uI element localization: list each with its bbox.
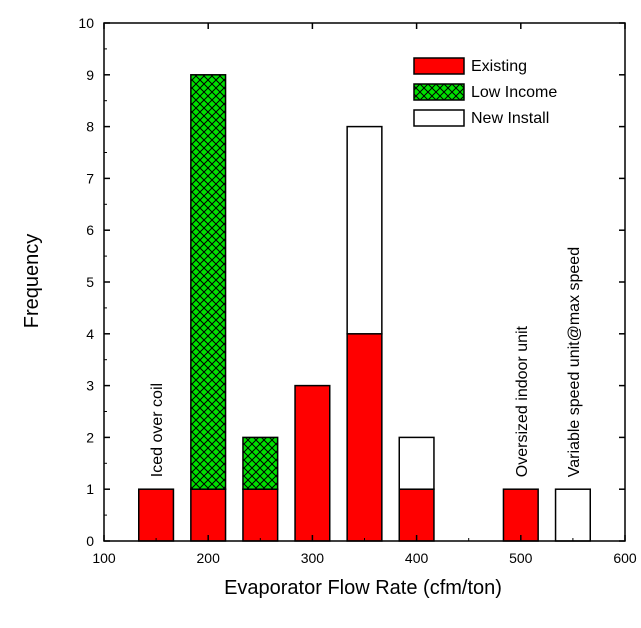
- x-tick-label: 300: [301, 550, 325, 566]
- y-tick-label: 0: [86, 533, 94, 549]
- x-tick-label: 500: [509, 550, 533, 566]
- annotation-iced-over-coil: Iced over coil: [149, 383, 166, 477]
- y-axis-label: Frequency: [21, 234, 43, 329]
- y-tick-label: 6: [86, 222, 94, 238]
- axes-layer: 100 200 300 400 500 600 0 1 2 3 4 5 6 7 8 9 10: [78, 15, 636, 566]
- bar-low-income-200: [190, 74, 227, 490]
- legend-swatch-existing: [413, 57, 465, 75]
- bar-existing-150: [138, 488, 175, 542]
- legend-label-low-income: Low Income: [471, 84, 557, 101]
- x-tick-label: 400: [405, 550, 429, 566]
- annotations: Iced over coil Oversized indoor unit Varia…: [149, 247, 583, 477]
- x-tick-label: 100: [92, 550, 116, 566]
- y-tick-label: 5: [86, 274, 94, 290]
- bar-existing-300: [294, 384, 331, 542]
- y-tick-label: 10: [78, 15, 94, 31]
- legend-swatch-low-income: [413, 83, 465, 101]
- bar-low-income-250: [242, 436, 279, 490]
- bar-new-install-400: [398, 436, 435, 490]
- y-tick-label: 7: [86, 170, 94, 186]
- bar-new-install-550: [554, 488, 591, 542]
- x-tick-label: 600: [613, 550, 637, 566]
- bar-existing-500: [502, 488, 539, 542]
- y-tick-label: 2: [86, 429, 94, 445]
- annotation-oversized-indoor-unit: Oversized indoor unit: [514, 325, 531, 477]
- x-tick-label: 200: [197, 550, 221, 566]
- y-tick-label: 4: [86, 326, 94, 342]
- legend: Existing Low Income New Install: [413, 57, 557, 127]
- y-tick-label: 1: [86, 481, 94, 497]
- y-tick-label: 9: [86, 67, 94, 83]
- legend-label-new-install: New Install: [471, 110, 549, 127]
- bar-new-install-350: [346, 125, 383, 335]
- annotation-variable-speed-unit-max-speed: Variable speed unit@max speed: [566, 247, 583, 477]
- x-axis-label: Evaporator Flow Rate (cfm/ton): [224, 577, 502, 599]
- bar-existing-400: [398, 488, 435, 542]
- y-tick-label: 8: [86, 119, 94, 135]
- bar-existing-350: [346, 333, 383, 542]
- legend-label-existing: Existing: [471, 58, 527, 75]
- y-tick-label: 3: [86, 378, 94, 394]
- bars-layer: [138, 74, 591, 542]
- legend-swatch-new-install: [413, 109, 465, 127]
- bar-existing-200: [190, 488, 227, 542]
- bar-existing-250: [242, 488, 279, 542]
